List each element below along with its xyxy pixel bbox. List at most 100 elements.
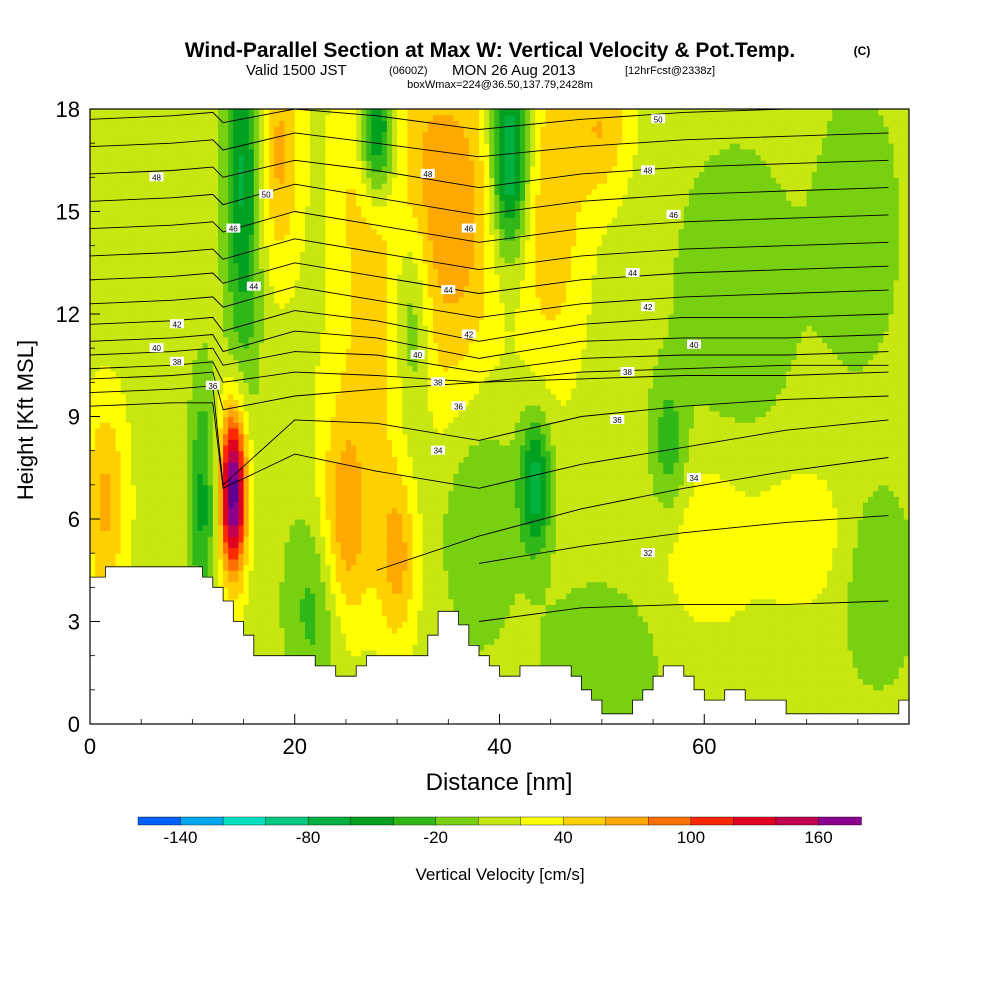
w-cell — [212, 405, 219, 412]
w-cell — [238, 131, 245, 139]
w-cell — [95, 422, 101, 429]
w-cell — [289, 137, 296, 144]
w-cell — [264, 462, 270, 469]
w-cell — [136, 143, 142, 150]
w-cell — [207, 365, 214, 372]
w-cell — [100, 342, 106, 349]
w-cell — [125, 143, 132, 150]
w-cell — [130, 393, 137, 401]
w-cell — [202, 456, 209, 463]
w-cell — [228, 120, 234, 127]
w-cell — [161, 496, 168, 503]
w-cell — [325, 604, 332, 611]
w-cell — [284, 353, 291, 361]
w-cell — [253, 331, 260, 338]
w-cell — [130, 427, 137, 435]
w-cell — [248, 598, 255, 606]
w-cell — [299, 319, 306, 326]
w-cell — [130, 302, 137, 309]
w-cell — [197, 353, 204, 361]
w-cell — [171, 558, 178, 566]
w-cell — [264, 137, 270, 144]
w-cell — [243, 467, 250, 475]
w-cell — [243, 587, 250, 594]
w-cell — [110, 194, 117, 201]
w-cell — [130, 308, 137, 315]
w-cell — [253, 234, 260, 241]
w-cell — [233, 553, 240, 560]
w-cell — [217, 370, 224, 378]
w-cell — [243, 274, 250, 281]
w-cell — [243, 382, 250, 389]
w-cell — [182, 171, 188, 178]
w-cell — [264, 513, 270, 520]
w-cell — [320, 416, 327, 423]
w-cell — [95, 200, 101, 207]
w-cell — [136, 126, 142, 133]
w-cell — [264, 393, 270, 401]
w-cell — [223, 257, 229, 264]
w-cell — [269, 382, 275, 389]
w-cell — [182, 268, 188, 275]
w-cell — [110, 439, 117, 446]
w-cell — [320, 513, 327, 520]
w-cell — [141, 501, 147, 509]
w-cell — [264, 575, 270, 583]
w-cell — [320, 621, 327, 628]
w-cell — [264, 165, 270, 173]
w-cell — [90, 285, 96, 292]
w-cell — [320, 627, 327, 634]
w-cell — [279, 205, 286, 213]
w-cell — [264, 171, 270, 178]
w-cell — [171, 496, 178, 503]
w-cell — [253, 649, 260, 657]
w-cell — [315, 467, 321, 475]
w-cell — [187, 513, 193, 520]
w-cell — [248, 211, 255, 218]
w-cell — [130, 473, 137, 480]
w-cell — [207, 473, 214, 480]
w-cell — [228, 444, 234, 452]
w-cell — [274, 143, 280, 150]
w-cell — [141, 137, 147, 144]
w-cell — [136, 388, 142, 395]
w-cell — [258, 217, 265, 224]
w-cell — [269, 171, 275, 178]
w-cell — [310, 530, 316, 537]
w-cell — [120, 268, 127, 275]
w-cell — [217, 359, 224, 366]
w-cell — [304, 154, 311, 161]
w-cell — [274, 587, 280, 594]
w-cell — [192, 268, 199, 275]
w-cell — [258, 160, 265, 167]
w-cell — [110, 228, 117, 235]
w-cell — [115, 393, 122, 401]
w-cell — [156, 462, 163, 469]
w-cell — [217, 388, 224, 395]
w-cell — [110, 519, 117, 526]
w-cell — [136, 536, 142, 543]
w-cell — [223, 194, 229, 201]
w-cell — [115, 131, 122, 139]
w-cell — [304, 393, 311, 401]
w-cell — [192, 165, 199, 173]
w-cell — [253, 348, 260, 355]
w-cell — [217, 194, 224, 201]
w-cell — [294, 308, 301, 315]
w-cell — [274, 638, 280, 645]
w-cell — [171, 177, 178, 184]
w-cell — [120, 479, 127, 486]
w-cell — [197, 131, 204, 139]
w-cell — [202, 382, 209, 389]
w-cell — [269, 558, 275, 566]
w-cell — [258, 393, 265, 401]
w-cell — [243, 530, 250, 537]
w-cell — [294, 234, 301, 241]
w-cell — [187, 291, 193, 298]
w-cell — [161, 126, 168, 133]
w-cell — [315, 655, 321, 662]
w-cell — [325, 615, 332, 623]
w-cell — [136, 519, 142, 526]
w-cell — [171, 331, 178, 338]
w-cell — [238, 581, 245, 588]
